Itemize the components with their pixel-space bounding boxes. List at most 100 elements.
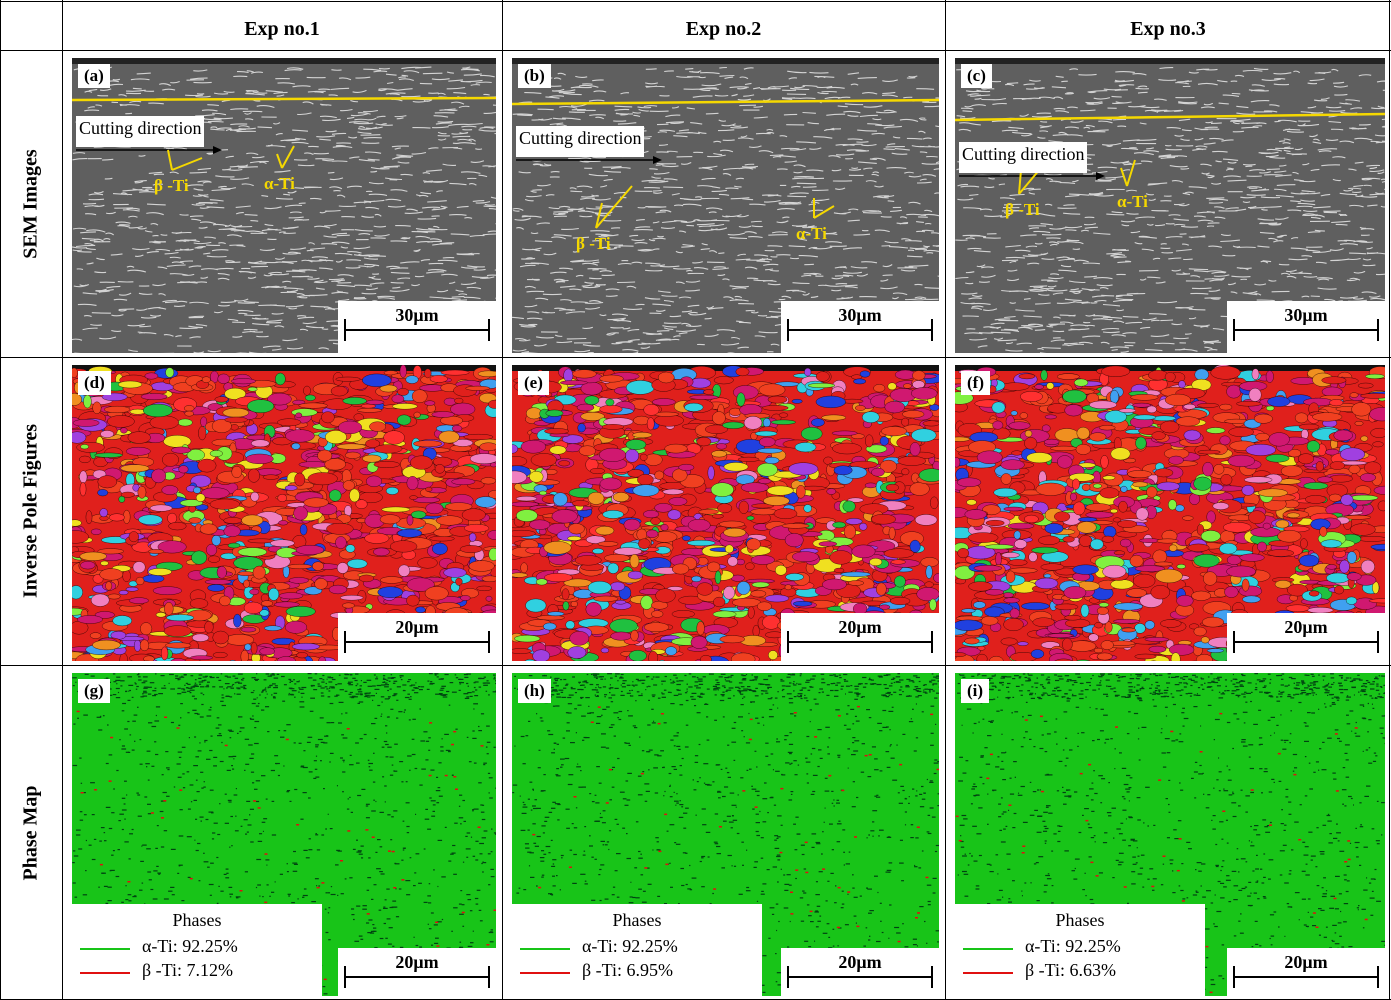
scale-text: 20μm: [338, 952, 496, 973]
speck: [170, 688, 175, 689]
speck: [194, 840, 195, 841]
speck: [465, 836, 467, 837]
legend-title: Phases: [72, 910, 322, 931]
speck: [272, 673, 275, 674]
grain: [303, 386, 310, 395]
speck: [321, 682, 324, 683]
speck: [394, 693, 398, 694]
speck: [475, 898, 478, 899]
speck: [254, 789, 258, 790]
speck: [178, 688, 181, 689]
speck: [765, 693, 768, 694]
scale-text: 30μm: [781, 305, 939, 326]
beta-speck: [393, 887, 396, 889]
grain: [768, 651, 777, 660]
grain: [1191, 591, 1210, 601]
speck: [460, 823, 462, 824]
grain: [759, 437, 775, 447]
speck: [262, 822, 266, 823]
speck: [397, 686, 401, 687]
speck: [433, 869, 435, 870]
speck: [148, 780, 150, 781]
grain: [1350, 393, 1358, 398]
speck: [250, 841, 254, 842]
speck: [109, 828, 112, 829]
speck: [494, 747, 496, 748]
speck: [464, 677, 468, 678]
speck: [604, 696, 606, 697]
speck: [350, 696, 355, 697]
speck: [467, 832, 471, 833]
speck: [480, 853, 483, 854]
speck: [293, 679, 295, 680]
speck: [266, 865, 267, 866]
grain: [315, 578, 328, 589]
surface-edge: [955, 58, 1385, 64]
grain: [1269, 433, 1290, 447]
speck: [392, 765, 394, 766]
speck: [328, 681, 332, 682]
grain: [80, 482, 86, 496]
grain: [521, 440, 546, 453]
beta-speck: [264, 902, 267, 904]
speck: [161, 846, 164, 847]
grain: [191, 656, 213, 660]
speck: [301, 687, 306, 688]
grain: [217, 566, 227, 578]
grain: [91, 529, 101, 535]
speck: [358, 850, 362, 851]
speck: [269, 896, 271, 897]
speck: [373, 800, 375, 801]
grain: [1213, 503, 1229, 510]
speck: [367, 932, 372, 933]
speck: [448, 861, 451, 862]
grain: [1119, 409, 1136, 413]
speck: [179, 757, 181, 758]
grain: [480, 443, 496, 451]
speck: [233, 676, 236, 677]
grain: [691, 636, 707, 649]
speck: [138, 676, 141, 677]
speck: [390, 775, 393, 776]
speck: [84, 814, 87, 815]
speck: [576, 732, 577, 733]
speck: [396, 700, 398, 701]
grain: [1004, 618, 1024, 631]
grain: [416, 607, 426, 613]
speck: [404, 712, 405, 713]
speck: [396, 916, 399, 917]
speck: [304, 888, 307, 889]
speck: [428, 750, 430, 751]
speck: [210, 790, 214, 791]
speck: [427, 689, 430, 690]
scale-tick: [1377, 631, 1379, 653]
grain: [198, 459, 217, 472]
speck: [491, 829, 493, 830]
grain: [384, 431, 405, 445]
speck: [195, 819, 197, 820]
speck: [409, 770, 411, 771]
grain: [369, 422, 385, 432]
speck: [480, 804, 482, 805]
beta-speck: [110, 737, 113, 739]
grain: [121, 428, 128, 434]
grain: [86, 511, 92, 524]
grain: [460, 545, 482, 552]
speck: [245, 834, 247, 835]
speck: [143, 691, 147, 692]
speck: [466, 674, 471, 675]
scale-text: 20μm: [1227, 617, 1385, 638]
speck: [92, 814, 95, 815]
grain: [1006, 571, 1015, 583]
speck: [425, 809, 428, 810]
speck: [151, 766, 154, 767]
speck: [328, 939, 331, 940]
speck: [438, 840, 443, 841]
grain: [1113, 619, 1140, 623]
beta-speck: [347, 830, 350, 832]
speck: [293, 851, 296, 852]
grain: [1001, 383, 1029, 391]
speck: [348, 684, 353, 685]
grain: [72, 368, 78, 378]
speck: [244, 819, 248, 820]
